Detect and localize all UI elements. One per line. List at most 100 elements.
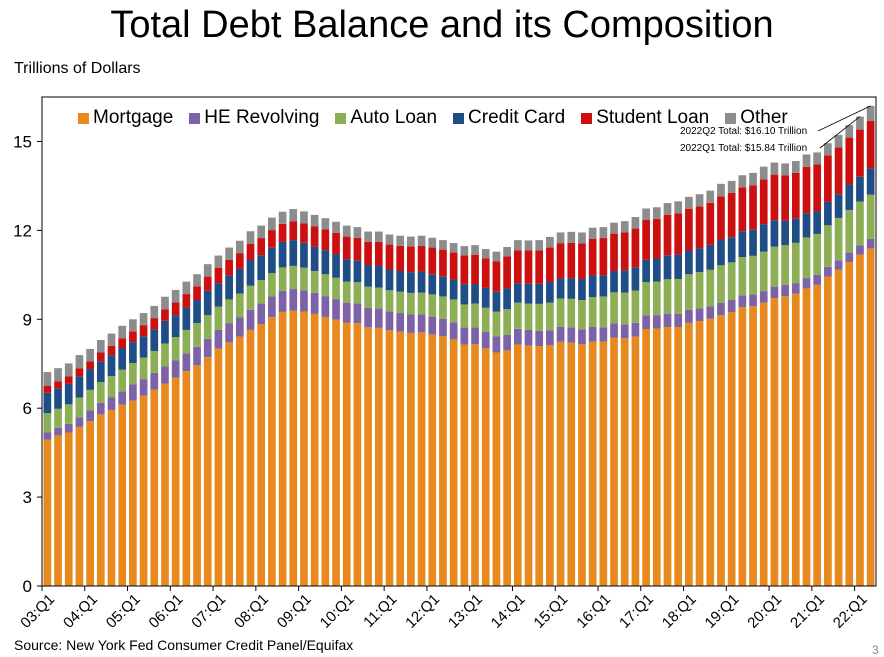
bar-other-2003Q1: [43, 372, 52, 386]
bar-student-loan-2020Q1: [770, 174, 779, 221]
bar-auto-loan-2006Q1: [171, 337, 180, 361]
bar-student-loan-2021Q2: [824, 155, 832, 202]
bar-credit-card-2017Q4: [674, 254, 683, 279]
x-tick-label: 12:Q1: [402, 591, 443, 632]
bar-student-loan-2017Q2: [652, 218, 661, 259]
bar-student-loan-2022Q2: [866, 121, 875, 169]
bar-mortgage-2014Q2: [524, 345, 533, 586]
bar-credit-card-2013Q1: [471, 284, 479, 304]
bar-student-loan-2013Q1: [471, 254, 479, 285]
legend-item-other: Other: [725, 107, 788, 129]
bars-layer: [43, 105, 875, 587]
bar-auto-loan-2007Q1: [214, 306, 223, 330]
bar-student-loan-2017Q1: [642, 219, 650, 260]
bar-mortgage-2021Q1: [813, 284, 822, 586]
bar-other-2018Q3: [706, 190, 715, 203]
bar-credit-card-2012Q2: [439, 276, 447, 297]
bar-credit-card-2016Q3: [620, 270, 629, 293]
bar-credit-card-2016Q4: [631, 267, 640, 291]
bar-auto-loan-2016Q2: [610, 292, 618, 324]
bar-student-loan-2005Q2: [139, 325, 148, 337]
bar-other-2007Q1: [214, 255, 223, 268]
bar-other-2014Q2: [524, 240, 533, 251]
legend-swatch: [581, 112, 593, 124]
bar-auto-loan-2010Q3: [364, 286, 372, 308]
bar-he-revolving-2016Q1: [599, 327, 608, 342]
bar-auto-loan-2012Q1: [428, 294, 437, 317]
bar-credit-card-2018Q2: [695, 248, 704, 273]
bar-student-loan-2017Q4: [674, 213, 683, 255]
bar-other-2013Q1: [471, 245, 479, 255]
bar-mortgage-2012Q3: [449, 339, 458, 586]
bar-auto-loan-2011Q3: [407, 292, 415, 315]
x-tick-label: 22:Q1: [830, 591, 871, 632]
x-tick-label: 15:Q1: [530, 591, 571, 632]
bar-other-2009Q4: [332, 221, 340, 233]
bar-mortgage-2010Q1: [342, 322, 351, 586]
bar-mortgage-2013Q4: [503, 350, 511, 586]
bar-mortgage-2020Q1: [770, 298, 779, 586]
bar-other-2017Q4: [674, 201, 683, 214]
bar-mortgage-2019Q2: [738, 307, 747, 586]
bar-credit-card-2019Q4: [759, 224, 768, 252]
bar-student-loan-2004Q3: [107, 345, 116, 356]
bar-other-2005Q2: [139, 313, 148, 326]
bar-he-revolving-2020Q3: [791, 283, 800, 294]
bar-mortgage-2003Q4: [75, 426, 84, 586]
bar-other-2009Q3: [321, 218, 330, 230]
bar-auto-loan-2018Q4: [717, 265, 725, 303]
bar-auto-loan-2021Q4: [845, 209, 854, 253]
bar-other-2005Q1: [129, 319, 137, 332]
bar-student-loan-2010Q2: [353, 237, 362, 261]
bar-he-revolving-2017Q4: [674, 313, 683, 327]
bar-other-2018Q2: [695, 194, 704, 207]
legend-label: Student Loan: [596, 107, 710, 128]
bar-student-loan-2013Q3: [492, 261, 501, 292]
bar-other-2015Q2: [567, 231, 576, 243]
bar-auto-loan-2012Q4: [460, 304, 469, 328]
bar-credit-card-2008Q4: [289, 240, 298, 266]
bar-other-2003Q4: [75, 355, 84, 369]
bar-auto-loan-2016Q4: [631, 290, 640, 323]
bar-student-loan-2009Q4: [332, 232, 340, 255]
bar-mortgage-2009Q3: [321, 316, 330, 586]
bar-he-revolving-2003Q2: [54, 427, 62, 436]
bar-other-2014Q4: [546, 236, 554, 248]
bar-mortgage-2017Q4: [674, 326, 683, 586]
bar-other-2004Q2: [96, 340, 105, 353]
chart-title: Total Debt Balance and its Composition: [110, 4, 774, 46]
bar-auto-loan-2018Q2: [695, 272, 704, 309]
legend-swatch: [725, 112, 737, 124]
legend-item-auto-loan: Auto Loan: [335, 107, 437, 129]
bar-credit-card-2010Q4: [374, 265, 383, 288]
bar-he-revolving-2017Q2: [652, 315, 661, 329]
bar-mortgage-2005Q3: [150, 389, 159, 586]
bar-credit-card-2011Q3: [407, 272, 415, 293]
bar-auto-loan-2010Q4: [374, 287, 383, 309]
bar-auto-loan-2008Q1: [257, 280, 266, 304]
bar-credit-card-2006Q1: [171, 315, 180, 338]
bar-he-revolving-2004Q3: [107, 397, 116, 410]
bar-he-revolving-2012Q4: [460, 327, 469, 345]
bar-auto-loan-2021Q2: [824, 225, 832, 267]
bar-credit-card-2018Q4: [717, 239, 725, 266]
bar-credit-card-2003Q3: [64, 383, 73, 405]
bar-auto-loan-2022Q2: [866, 194, 875, 239]
bar-auto-loan-2003Q1: [43, 413, 52, 433]
bar-other-2015Q3: [578, 232, 586, 244]
bar-auto-loan-2022Q1: [856, 201, 864, 246]
bar-other-2006Q3: [193, 274, 201, 287]
annotation-leader-q1: [819, 116, 861, 149]
bar-credit-card-2004Q1: [86, 369, 94, 390]
bar-credit-card-2009Q3: [321, 250, 330, 275]
bar-he-revolving-2005Q1: [129, 384, 137, 401]
legend-label: Other: [740, 107, 788, 128]
bar-student-loan-2008Q2: [268, 230, 276, 248]
bar-student-loan-2004Q4: [118, 338, 127, 349]
bar-credit-card-2003Q2: [54, 388, 62, 409]
x-tick-label: 14:Q1: [488, 591, 529, 632]
bar-auto-loan-2020Q2: [781, 245, 789, 285]
bar-auto-loan-2003Q3: [64, 404, 73, 424]
bar-credit-card-2014Q1: [513, 283, 522, 303]
